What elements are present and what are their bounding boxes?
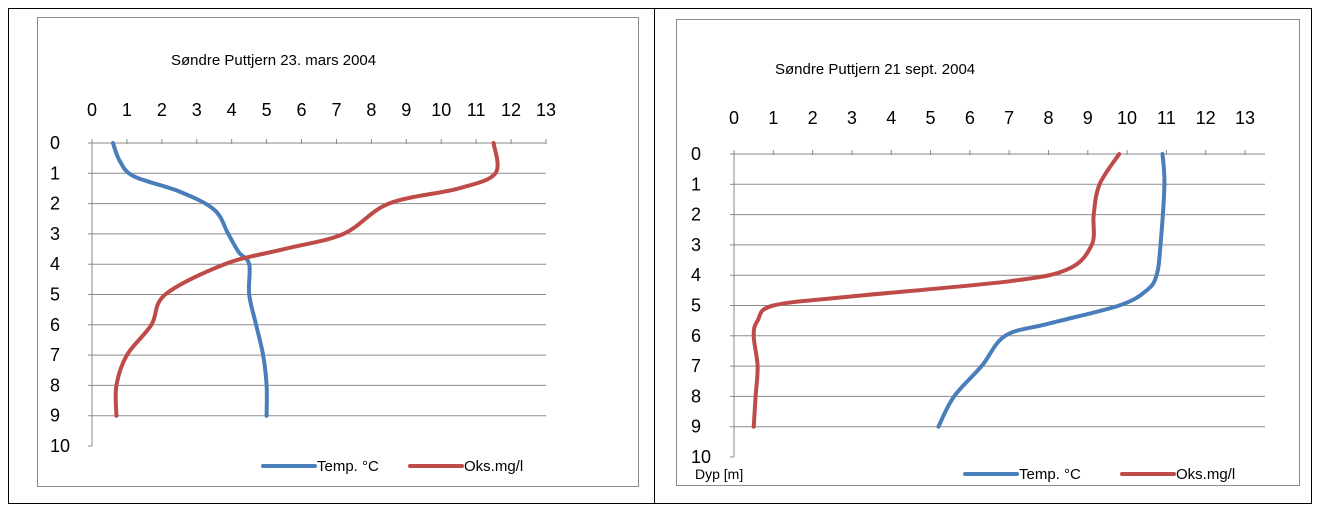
chart-0-series-oxygen-line [113,141,500,418]
chart-1-x-tick-label: 12 [1196,108,1216,128]
chart-1-y-tick-label: 5 [691,296,701,316]
chart-0-x-tick-label: 1 [122,100,132,120]
chart-1-x-tick-label: 10 [1117,108,1137,128]
chart-1-x-tick-label: 3 [847,108,857,128]
chart-1-x-tick-label: 5 [926,108,936,128]
chart-0-y-tick-label: 7 [50,345,60,365]
chart-0-x-tick-label: 13 [536,100,556,120]
chart-1-legend-label: Oks.mg/l [1176,466,1235,483]
chart-0-x-tick-label: 11 [467,100,486,120]
chart-1-y-tick-label: 6 [691,326,701,346]
chart-1-x-tick-label: 9 [1083,108,1093,128]
chart-1-legend-label: Temp. °C [1019,466,1081,483]
chart-1-x-tick-label: 2 [808,108,818,128]
chart-1-x-tick-label: 8 [1043,108,1053,128]
chart-1-y-tick-label: 4 [691,265,701,285]
chart-0-y-tick-label: 2 [50,194,60,214]
panel-divider [654,8,655,504]
chart-0-y-tick-label: 1 [50,163,60,183]
chart-1-y-tick-label: 7 [691,356,701,376]
chart-1-y-tick-label: 9 [691,417,701,437]
chart-0-x-tick-label: 0 [87,100,97,120]
chart-0-y-tick-label: 4 [50,254,60,274]
chart-1-x-tick-label: 7 [1004,108,1014,128]
chart-0-x-tick-label: 2 [157,100,167,120]
chart-0-y-tick-label: 5 [50,285,60,305]
chart-1-x-tick-label: 0 [729,108,739,128]
chart-1-x-tick-label: 11 [1157,108,1176,128]
chart-0-x-tick-label: 6 [297,100,307,120]
chart-0-x-tick-label: 9 [401,100,411,120]
chart-1-y-tick-label: 8 [691,386,701,406]
chart-0-x-tick-label: 4 [227,100,237,120]
chart-0-series-temperature-line [111,141,269,418]
chart-0-x-tick-label: 7 [331,100,341,120]
chart-1-y-label: Dyp [m] [695,466,743,482]
chart-0-y-tick-label: 6 [50,315,60,335]
chart-1-y-tick-label: 10 [691,447,711,467]
chart-1-x-tick-label: 1 [768,108,778,128]
chart-1-x-tick-label: 6 [965,108,975,128]
chart-0-y-tick-label: 3 [50,224,60,244]
chart-1-series-temperature-line [936,152,1167,429]
chart-0-y-tick-label: 8 [50,375,60,395]
chart-0-y-tick-label: 9 [50,406,60,426]
chart-1-y-tick-label: 3 [691,235,701,255]
chart-0-x-tick-label: 10 [431,100,451,120]
chart-1-series-oxygen-line [751,152,1122,429]
chart-1-y-tick-label: 1 [691,174,701,194]
chart-1-x-tick-label: 4 [886,108,896,128]
chart-0-legend-label: Temp. °C [317,458,379,475]
chart-0-x-tick-label: 5 [262,100,272,120]
chart-1-y-tick-label: 0 [691,144,701,164]
chart-0-x-tick-label: 3 [192,100,202,120]
chart-0-legend-label: Oks.mg/l [464,458,523,475]
chart-1-y-tick-label: 2 [691,205,701,225]
chart-right: Søndre Puttjern 21 sept. 2004 0 1 2 3 4 5 6 7 8 9 1… [676,19,1300,486]
chart-0-x-tick-label: 12 [501,100,521,120]
chart-0-y-tick-label: 0 [50,133,60,153]
chart-1-x-tick-label: 13 [1235,108,1255,128]
chart-0-y-tick-label: 10 [50,436,70,456]
chart-0-x-tick-label: 8 [366,100,376,120]
chart-left: Søndre Puttjern 23. mars 2004 0 1 2 3 4 5 6 7 8 9 1… [37,17,639,487]
outer-border [8,8,1312,504]
chart-0-title: Søndre Puttjern 23. mars 2004 [171,52,376,69]
chart-1-title: Søndre Puttjern 21 sept. 2004 [775,61,975,78]
